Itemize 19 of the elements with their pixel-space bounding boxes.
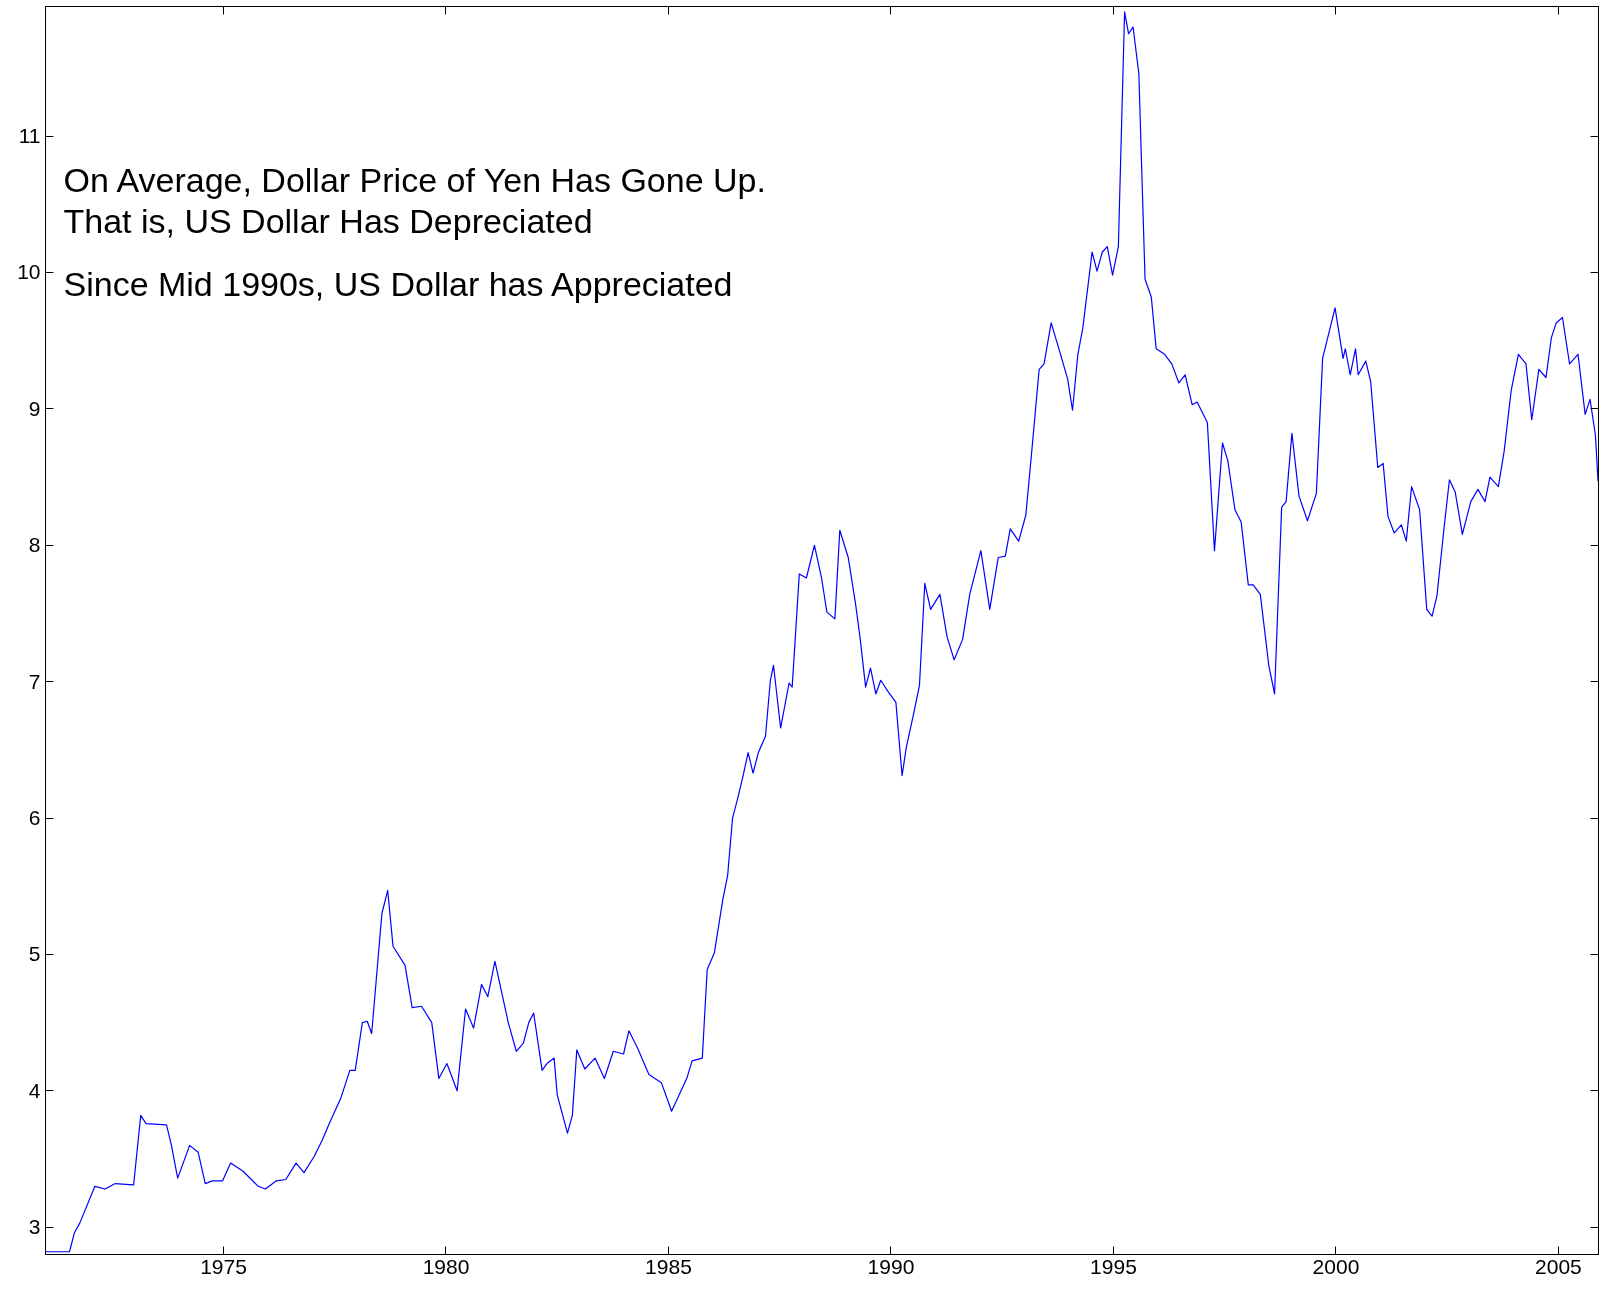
y-tick-label: 6 xyxy=(28,806,41,830)
y-tick-label: 3 xyxy=(28,1215,41,1239)
x-tick-label: 1975 xyxy=(200,1254,247,1278)
y-tick-label: 11 xyxy=(18,124,41,148)
annotation: That is, US Dollar Has Depreciated xyxy=(63,201,593,240)
x-tick-label: 1995 xyxy=(1090,1254,1137,1278)
y-tick-label: 4 xyxy=(28,1078,41,1102)
y-tick-label: 9 xyxy=(28,396,41,420)
y-tick-label: 5 xyxy=(28,942,41,966)
x-tick-label: 2005 xyxy=(1535,1254,1582,1278)
annotation: Since Mid 1990s, US Dollar has Appreciated xyxy=(63,264,733,303)
x-tick-label: 1985 xyxy=(645,1254,692,1278)
y-tick-label: 8 xyxy=(28,533,41,557)
y-tick-label: 7 xyxy=(28,669,41,693)
x-tick-label: 2000 xyxy=(1312,1254,1360,1278)
annotation: On Average, Dollar Price of Yen Has Gone Up. xyxy=(63,160,766,199)
x-tick-label: 1980 xyxy=(422,1254,470,1278)
x-tick-label: 1990 xyxy=(867,1254,915,1278)
y-tick-label: 10 xyxy=(17,260,41,284)
